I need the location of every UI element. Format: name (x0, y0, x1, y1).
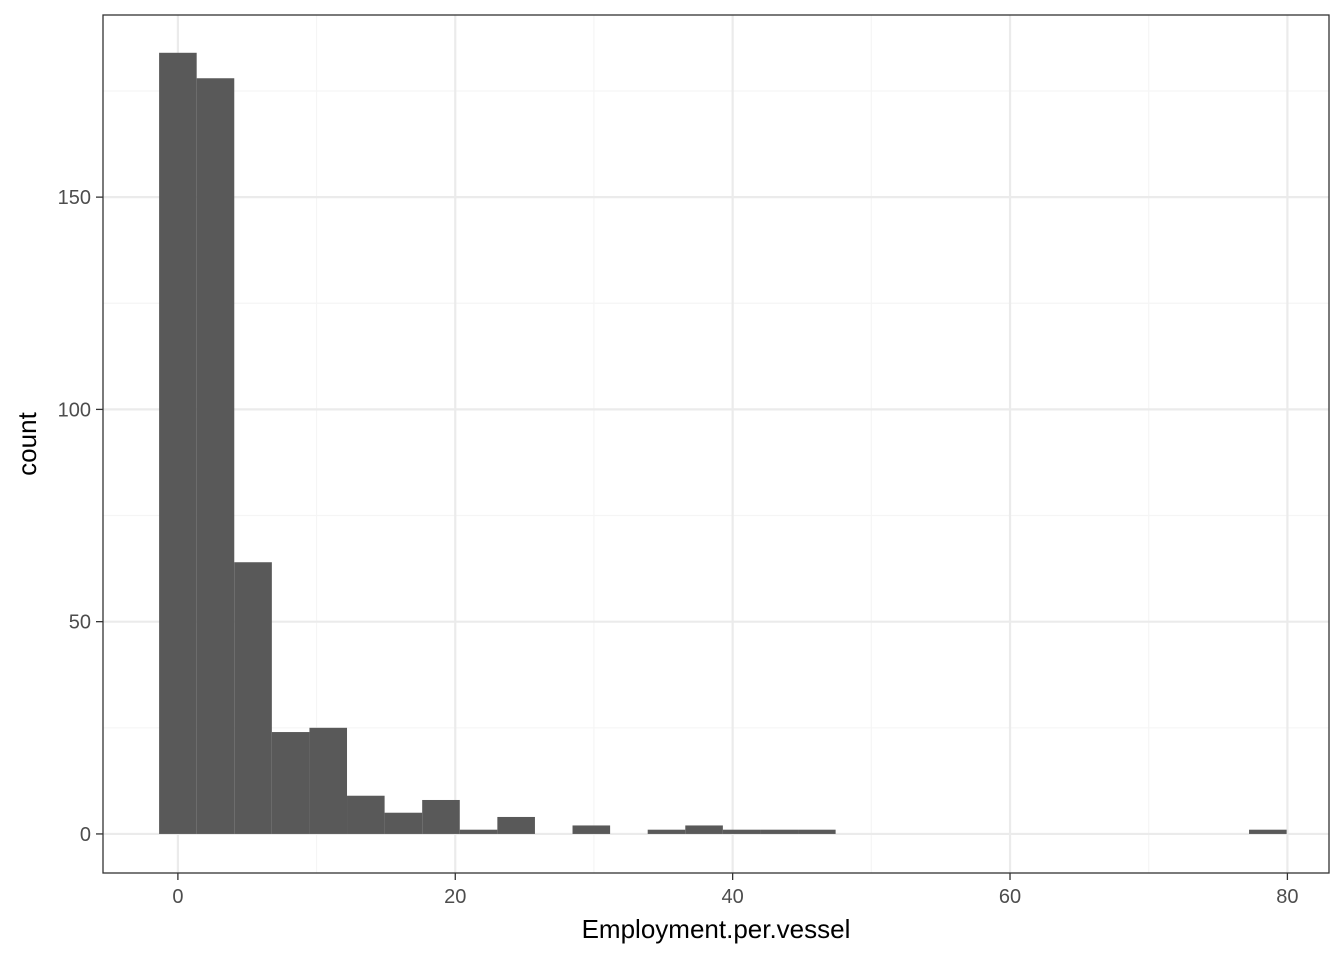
histogram-bar (497, 816, 535, 834)
histogram-bar (347, 795, 385, 834)
y-tick-label: 100 (58, 399, 91, 421)
histogram-bar (196, 78, 235, 834)
x-tick-label: 20 (444, 886, 466, 908)
histogram-bar (271, 732, 310, 834)
y-tick-label: 150 (58, 187, 91, 209)
histogram-bar (459, 829, 498, 834)
histogram-bar (685, 825, 723, 834)
histogram-bar (159, 52, 197, 834)
histogram-bar (1249, 829, 1287, 834)
y-axis-title: count (12, 411, 42, 475)
x-tick-label: 80 (1276, 886, 1298, 908)
x-tick-label: 40 (722, 886, 744, 908)
histogram-bar (234, 562, 272, 834)
panel-border (102, 14, 1330, 874)
histogram-bar (384, 812, 423, 834)
histogram-bar (722, 829, 761, 834)
y-tick-label: 50 (69, 612, 91, 634)
histogram-bar (760, 829, 799, 834)
histogram-bar (309, 727, 348, 834)
y-tick-label: 0 (80, 824, 91, 846)
histogram-bar (647, 829, 686, 834)
histogram-bar (422, 799, 460, 834)
x-tick-label: 60 (999, 886, 1021, 908)
x-tick-label: 0 (172, 886, 183, 908)
histogram-bar (572, 825, 611, 834)
histogram-bar (798, 829, 836, 834)
axes: 0 20 40 60 80 0 50 100 150 (58, 187, 1299, 908)
x-axis-title: Employment.per.vessel (582, 914, 851, 944)
histogram-bars (159, 52, 1287, 834)
